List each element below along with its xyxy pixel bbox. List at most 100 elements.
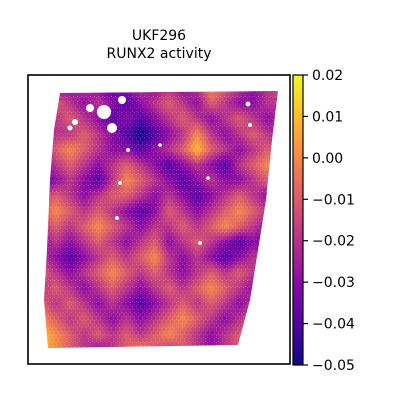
spot [127, 129, 133, 135]
spot [239, 133, 244, 138]
spot [174, 100, 179, 105]
spot [153, 188, 158, 193]
spot [253, 100, 259, 105]
spot [44, 122, 49, 127]
spot [201, 228, 206, 233]
spot [193, 250, 198, 255]
spot [277, 125, 278, 131]
spot [251, 294, 257, 299]
spot [69, 114, 74, 120]
spot [144, 209, 150, 215]
spot [235, 155, 240, 160]
spot [275, 86, 280, 91]
spot [167, 140, 173, 146]
spot [56, 188, 62, 193]
colorbar-tick-label: −0.01 [312, 192, 355, 208]
spot [243, 169, 248, 175]
spot [111, 86, 116, 91]
spot [46, 162, 51, 167]
spot [203, 93, 209, 98]
spot [58, 133, 64, 138]
spot [258, 290, 263, 295]
spot [272, 162, 278, 167]
spot [58, 155, 64, 160]
spot [279, 232, 284, 237]
spot [163, 133, 169, 138]
spot [140, 195, 146, 200]
spot [277, 140, 278, 146]
spot [268, 104, 274, 109]
spot [123, 195, 129, 200]
spot [222, 125, 227, 131]
spot [48, 217, 53, 222]
spot [109, 228, 114, 233]
spot [125, 199, 131, 204]
spot [205, 228, 211, 233]
spot [253, 129, 259, 135]
spot [151, 257, 156, 263]
spot [176, 199, 181, 204]
spot [163, 250, 169, 255]
spot [85, 114, 91, 120]
spot [218, 133, 223, 138]
spot [184, 257, 190, 263]
spot [169, 195, 175, 200]
spot [130, 199, 135, 204]
tissue-gap [126, 148, 130, 152]
spot [260, 286, 265, 292]
spot [157, 188, 162, 193]
spot [54, 177, 59, 182]
spot [272, 155, 278, 160]
spot [48, 144, 53, 149]
spot [270, 209, 276, 215]
spot [222, 220, 227, 226]
spot [109, 235, 114, 241]
spot [132, 144, 137, 149]
spot [182, 129, 188, 135]
spot [56, 261, 62, 266]
spot [183, 86, 188, 91]
spot [262, 312, 267, 317]
spot [224, 107, 230, 113]
spot [79, 111, 85, 116]
spot [222, 133, 227, 138]
spot [207, 144, 213, 149]
spot [125, 250, 131, 255]
spot [190, 107, 196, 113]
spot [161, 136, 167, 142]
spot [260, 91, 265, 94]
spot [272, 279, 278, 285]
spot [197, 111, 202, 116]
spot [58, 118, 64, 124]
spot [127, 151, 133, 157]
spot [58, 228, 64, 233]
spot [71, 213, 76, 219]
spot [255, 213, 261, 219]
spot [127, 188, 133, 193]
spot [174, 136, 179, 142]
spot [98, 209, 104, 215]
spot [104, 155, 110, 160]
spot [46, 257, 51, 263]
spot [48, 86, 53, 91]
spot [253, 231, 259, 237]
spot [165, 114, 171, 120]
spot [117, 111, 122, 116]
spot [268, 294, 274, 299]
spot [255, 206, 261, 211]
spot [138, 147, 143, 153]
spot [52, 100, 57, 105]
spot [190, 202, 196, 208]
spot [255, 177, 261, 182]
spot [153, 158, 158, 164]
spot [165, 93, 171, 98]
spot [85, 151, 91, 157]
spot [220, 231, 225, 237]
spot [203, 107, 209, 113]
spot [272, 125, 278, 131]
spot [241, 136, 246, 142]
spot [140, 231, 146, 237]
spot [182, 114, 188, 120]
spot [75, 235, 80, 241]
spot [85, 93, 91, 98]
